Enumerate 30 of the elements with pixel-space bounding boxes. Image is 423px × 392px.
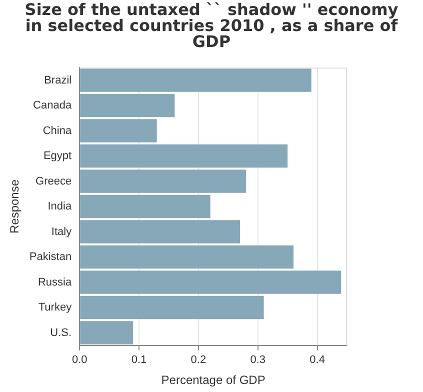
y-axis-title: Response (8, 179, 22, 234)
x-tick-label: 0.2 (190, 354, 206, 366)
y-tick-label: Greece (36, 175, 72, 188)
y-tick-label: Canada (33, 100, 72, 112)
bar (80, 321, 134, 344)
bar (80, 144, 288, 168)
bar (80, 245, 294, 269)
bar (80, 68, 312, 92)
bar (80, 194, 210, 218)
bar (80, 94, 175, 118)
y-tick-label: U.S. (50, 326, 72, 339)
bar (80, 270, 342, 294)
bar (80, 296, 264, 320)
y-tick-label: Russia (38, 276, 72, 288)
chart-title: Size of the untaxed `` shadow '' economy in selected countries 2010 , as a share of GDP (24, 0, 400, 51)
x-tick-label: 0.0 (72, 354, 88, 366)
x-axis-title: Percentage of GDP (161, 373, 266, 388)
y-tick-label: India (48, 200, 72, 213)
y-tick-label: Pakistan (29, 251, 72, 264)
bar (80, 119, 157, 142)
x-tick-label: 0.4 (310, 354, 325, 366)
y-tick-label: China (42, 124, 72, 137)
y-tick-label: Italy (51, 226, 72, 238)
x-tick-label: 0.3 (250, 354, 266, 366)
bar (80, 170, 246, 193)
y-tick-label: Brazil (44, 74, 72, 86)
y-tick-label: Turkey (38, 302, 72, 314)
y-tick-label: Egypt (43, 150, 72, 162)
x-tick-label: 0.1 (131, 354, 147, 366)
bar (80, 220, 240, 244)
